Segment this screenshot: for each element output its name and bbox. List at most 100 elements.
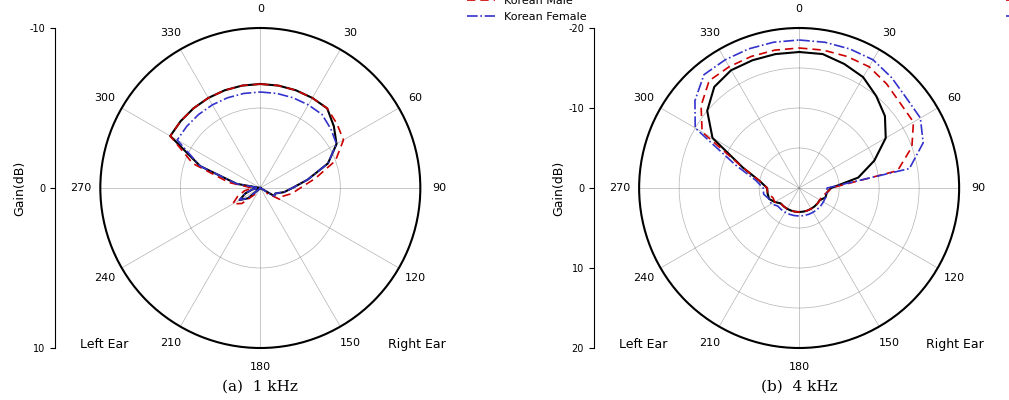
Legend: KEMAR, Korean Male, Korean Female: KEMAR, Korean Male, Korean Female [1001, 0, 1009, 26]
Korean Male [811, 201, 823, 206]
Korean Male [815, 194, 827, 199]
Korean Male [762, 191, 774, 196]
KEMAR [254, 186, 266, 190]
Korean Female [221, 95, 233, 100]
Korean Female [821, 186, 833, 190]
Korean Male [232, 194, 244, 199]
KEMAR [269, 191, 282, 196]
Korean Male [310, 176, 322, 181]
Korean Male [330, 158, 342, 163]
Text: Left Ear: Left Ear [80, 338, 128, 351]
KEMAR [853, 175, 865, 180]
KEMAR [287, 186, 299, 190]
Korean Male [761, 186, 773, 190]
Korean Male [892, 168, 904, 173]
Korean Male [695, 103, 707, 108]
Korean Male [254, 82, 266, 86]
KEMAR [797, 209, 809, 214]
Korean Female [779, 210, 791, 215]
Line: Korean Male: Korean Male [701, 48, 913, 212]
KEMAR [254, 186, 266, 190]
Korean Female [867, 58, 879, 62]
Korean Female [246, 187, 258, 192]
Korean Female [233, 198, 245, 202]
Korean Male [223, 180, 235, 185]
Korean Female [322, 161, 334, 166]
KEMAR [272, 83, 285, 88]
Korean Female [775, 207, 787, 212]
Korean Female [784, 212, 796, 217]
Korean Female [287, 186, 299, 190]
KEMAR [307, 96, 319, 100]
KEMAR [708, 84, 720, 89]
KEMAR [290, 88, 302, 93]
Korean Male [775, 201, 787, 206]
Korean Female [698, 72, 710, 77]
Korean Male [737, 165, 749, 170]
KEMAR [725, 68, 738, 73]
Korean Male [814, 198, 826, 202]
Korean Male [801, 208, 813, 213]
KEMAR [880, 136, 892, 140]
KEMAR [870, 94, 882, 98]
Line: KEMAR: KEMAR [707, 52, 886, 212]
Line: Korean Male: Korean Male [171, 84, 343, 204]
Korean Male [881, 82, 893, 86]
Korean Female [231, 182, 243, 186]
KEMAR [763, 196, 775, 201]
Korean Male [321, 106, 333, 111]
Korean Male [723, 64, 736, 69]
Korean Male [272, 83, 285, 88]
Korean Female [793, 38, 805, 42]
Korean Male [781, 206, 793, 211]
Korean Male [696, 130, 708, 134]
Korean Female [819, 195, 831, 200]
Korean Female [288, 95, 300, 100]
Korean Female [807, 210, 819, 215]
Korean Female [730, 162, 742, 167]
Korean Male [276, 194, 289, 199]
KEMAR [820, 190, 832, 195]
Korean Male [260, 191, 272, 196]
Korean Female [917, 140, 929, 145]
Korean Male [249, 192, 261, 196]
KEMAR [838, 62, 851, 66]
Korean Female [766, 202, 778, 206]
Korean Female [900, 96, 912, 100]
KEMAR [747, 58, 759, 63]
KEMAR [706, 136, 718, 140]
KEMAR [769, 200, 781, 204]
Korean Male [236, 201, 248, 206]
KEMAR [194, 164, 206, 168]
Korean Male [825, 186, 837, 190]
KEMAR [188, 106, 200, 111]
Korean Female [277, 190, 290, 194]
Korean Female [793, 38, 805, 42]
Korean Female [254, 186, 266, 190]
Korean Female [689, 126, 701, 130]
KEMAR [202, 96, 214, 100]
KEMAR [793, 210, 805, 214]
Korean Female [743, 46, 755, 51]
Korean Male [187, 161, 199, 166]
KEMAR [805, 206, 817, 211]
KEMAR [775, 201, 787, 206]
Korean Female [820, 190, 832, 195]
Line: Korean Female: Korean Female [178, 92, 337, 200]
Korean Male [238, 188, 250, 193]
Korean Male [175, 119, 187, 124]
KEMAR [233, 198, 245, 202]
KEMAR [761, 186, 773, 190]
Korean Female [757, 186, 769, 190]
Korean Male [188, 106, 200, 111]
Korean Male [746, 54, 758, 59]
Korean Female [793, 214, 805, 218]
Korean Female [914, 116, 926, 120]
KEMAR [254, 186, 266, 190]
Korean Female [750, 178, 762, 183]
KEMAR [808, 204, 820, 209]
Korean Male [219, 88, 231, 93]
KEMAR [811, 201, 823, 206]
Line: Korean Female: Korean Female [695, 40, 923, 216]
Title: (b)  4 kHz: (b) 4 kHz [761, 380, 837, 394]
